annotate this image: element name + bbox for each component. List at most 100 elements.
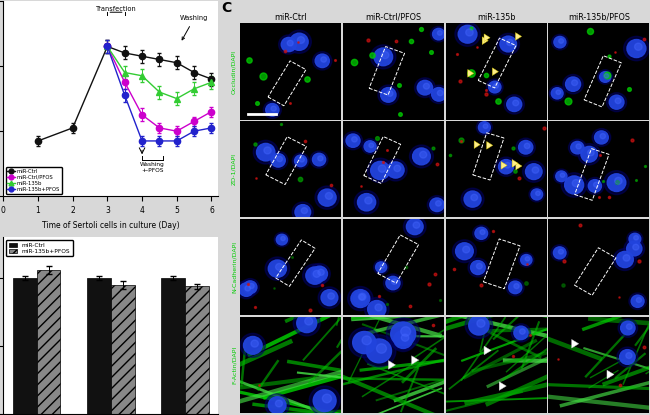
Circle shape [303, 264, 327, 287]
Circle shape [536, 191, 540, 195]
Circle shape [562, 173, 587, 197]
Circle shape [404, 216, 426, 237]
Circle shape [251, 340, 259, 347]
Circle shape [249, 283, 254, 288]
Circle shape [375, 304, 382, 311]
Circle shape [423, 83, 430, 89]
Circle shape [287, 30, 311, 54]
Circle shape [632, 244, 639, 250]
Circle shape [380, 264, 385, 268]
Circle shape [292, 202, 313, 222]
Circle shape [627, 231, 643, 247]
Bar [161, 278, 185, 414]
Circle shape [556, 90, 561, 95]
Circle shape [558, 249, 564, 254]
Circle shape [413, 222, 420, 228]
Circle shape [245, 286, 250, 291]
Circle shape [384, 159, 407, 181]
Circle shape [506, 279, 524, 296]
Circle shape [452, 240, 476, 263]
Circle shape [500, 36, 517, 52]
Circle shape [519, 329, 525, 334]
Circle shape [599, 72, 611, 82]
Circle shape [374, 260, 389, 274]
Circle shape [297, 314, 317, 332]
Polygon shape [468, 69, 474, 77]
Circle shape [318, 287, 341, 308]
Circle shape [276, 264, 283, 271]
Circle shape [615, 98, 621, 104]
Text: miR-135b: miR-135b [477, 13, 515, 22]
Circle shape [496, 157, 516, 176]
Circle shape [325, 193, 333, 199]
Circle shape [525, 143, 530, 149]
Polygon shape [515, 33, 521, 40]
Circle shape [364, 141, 376, 152]
Circle shape [344, 132, 363, 150]
Circle shape [581, 146, 597, 162]
Polygon shape [516, 162, 522, 170]
Circle shape [629, 293, 646, 310]
Circle shape [290, 33, 308, 50]
Circle shape [313, 271, 320, 277]
Circle shape [508, 281, 522, 294]
Circle shape [268, 260, 287, 277]
Circle shape [294, 155, 307, 167]
Circle shape [461, 188, 484, 210]
Circle shape [427, 195, 447, 214]
Circle shape [525, 164, 542, 180]
Circle shape [346, 134, 360, 147]
Circle shape [437, 90, 443, 96]
Circle shape [629, 233, 641, 244]
Circle shape [313, 390, 336, 412]
Circle shape [507, 97, 522, 112]
Circle shape [480, 229, 485, 234]
Circle shape [514, 283, 519, 288]
Circle shape [268, 151, 288, 169]
Circle shape [597, 70, 613, 84]
Circle shape [271, 106, 276, 111]
Text: ZO-1/DAPI: ZO-1/DAPI [231, 153, 237, 186]
Circle shape [615, 177, 622, 184]
Circle shape [514, 326, 528, 339]
Circle shape [563, 74, 583, 94]
Circle shape [571, 80, 578, 85]
Circle shape [274, 232, 289, 247]
Polygon shape [499, 382, 506, 391]
Circle shape [279, 35, 299, 54]
Circle shape [592, 129, 611, 146]
Circle shape [297, 37, 305, 44]
Circle shape [391, 322, 415, 346]
Circle shape [634, 43, 642, 50]
Circle shape [525, 256, 530, 261]
Circle shape [436, 201, 441, 206]
Circle shape [420, 151, 427, 158]
Circle shape [478, 122, 490, 133]
Text: Transfection: Transfection [96, 5, 136, 12]
Circle shape [351, 290, 370, 308]
Circle shape [571, 142, 584, 154]
Circle shape [572, 180, 580, 187]
Circle shape [386, 318, 420, 350]
Circle shape [593, 182, 599, 187]
Circle shape [244, 337, 262, 354]
Polygon shape [474, 141, 480, 149]
Circle shape [254, 140, 278, 164]
Circle shape [631, 295, 644, 308]
Circle shape [553, 247, 566, 259]
Circle shape [519, 141, 533, 154]
Circle shape [554, 37, 566, 48]
Circle shape [595, 131, 608, 144]
Circle shape [266, 103, 279, 116]
Circle shape [465, 312, 493, 338]
Circle shape [292, 153, 309, 169]
Circle shape [348, 327, 380, 357]
Text: miR-135b/PFOS: miR-135b/PFOS [568, 13, 630, 22]
Circle shape [276, 234, 287, 245]
Circle shape [295, 205, 311, 220]
Circle shape [607, 174, 626, 191]
Circle shape [387, 90, 393, 96]
Polygon shape [389, 361, 395, 369]
Circle shape [406, 219, 423, 234]
Legend: miR-Ctrl, miR-135b+PFOS: miR-Ctrl, miR-135b+PFOS [6, 240, 73, 256]
